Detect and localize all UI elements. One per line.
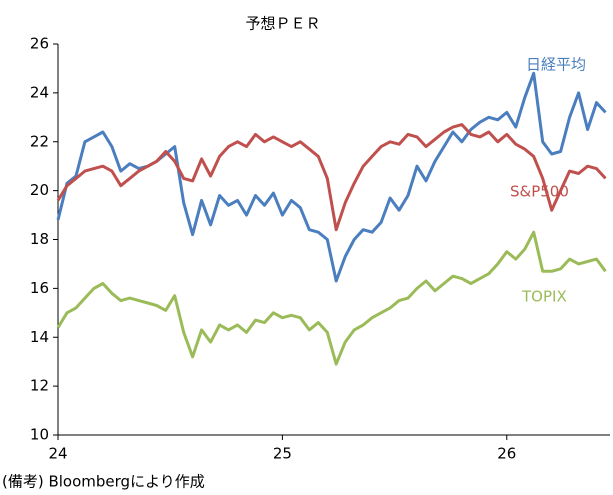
y-tick-label: 18 [30, 230, 49, 248]
y-tick-label: 26 [30, 35, 49, 53]
y-tick-label: 22 [30, 132, 49, 150]
x-tick-label: 25 [273, 445, 292, 463]
y-tick-label: 16 [30, 279, 49, 297]
series-line [56, 123, 607, 232]
y-tick-label: 20 [30, 181, 49, 199]
source-note: (備考) Bloombergにより作成 [2, 473, 205, 491]
y-tick-label: 12 [30, 377, 49, 395]
chart-title: 予想ＰＥＲ [245, 15, 320, 33]
series-label: TOPIX [521, 288, 567, 306]
y-tick-label: 14 [30, 328, 49, 346]
series-label: S&P500 [510, 183, 569, 201]
y-tick-label: 24 [30, 83, 49, 101]
series-line [56, 230, 607, 366]
x-tick-label: 24 [48, 445, 67, 463]
y-tick-label: 10 [30, 426, 49, 444]
series-label: 日経平均 [526, 56, 586, 74]
x-tick-label: 26 [497, 445, 516, 463]
